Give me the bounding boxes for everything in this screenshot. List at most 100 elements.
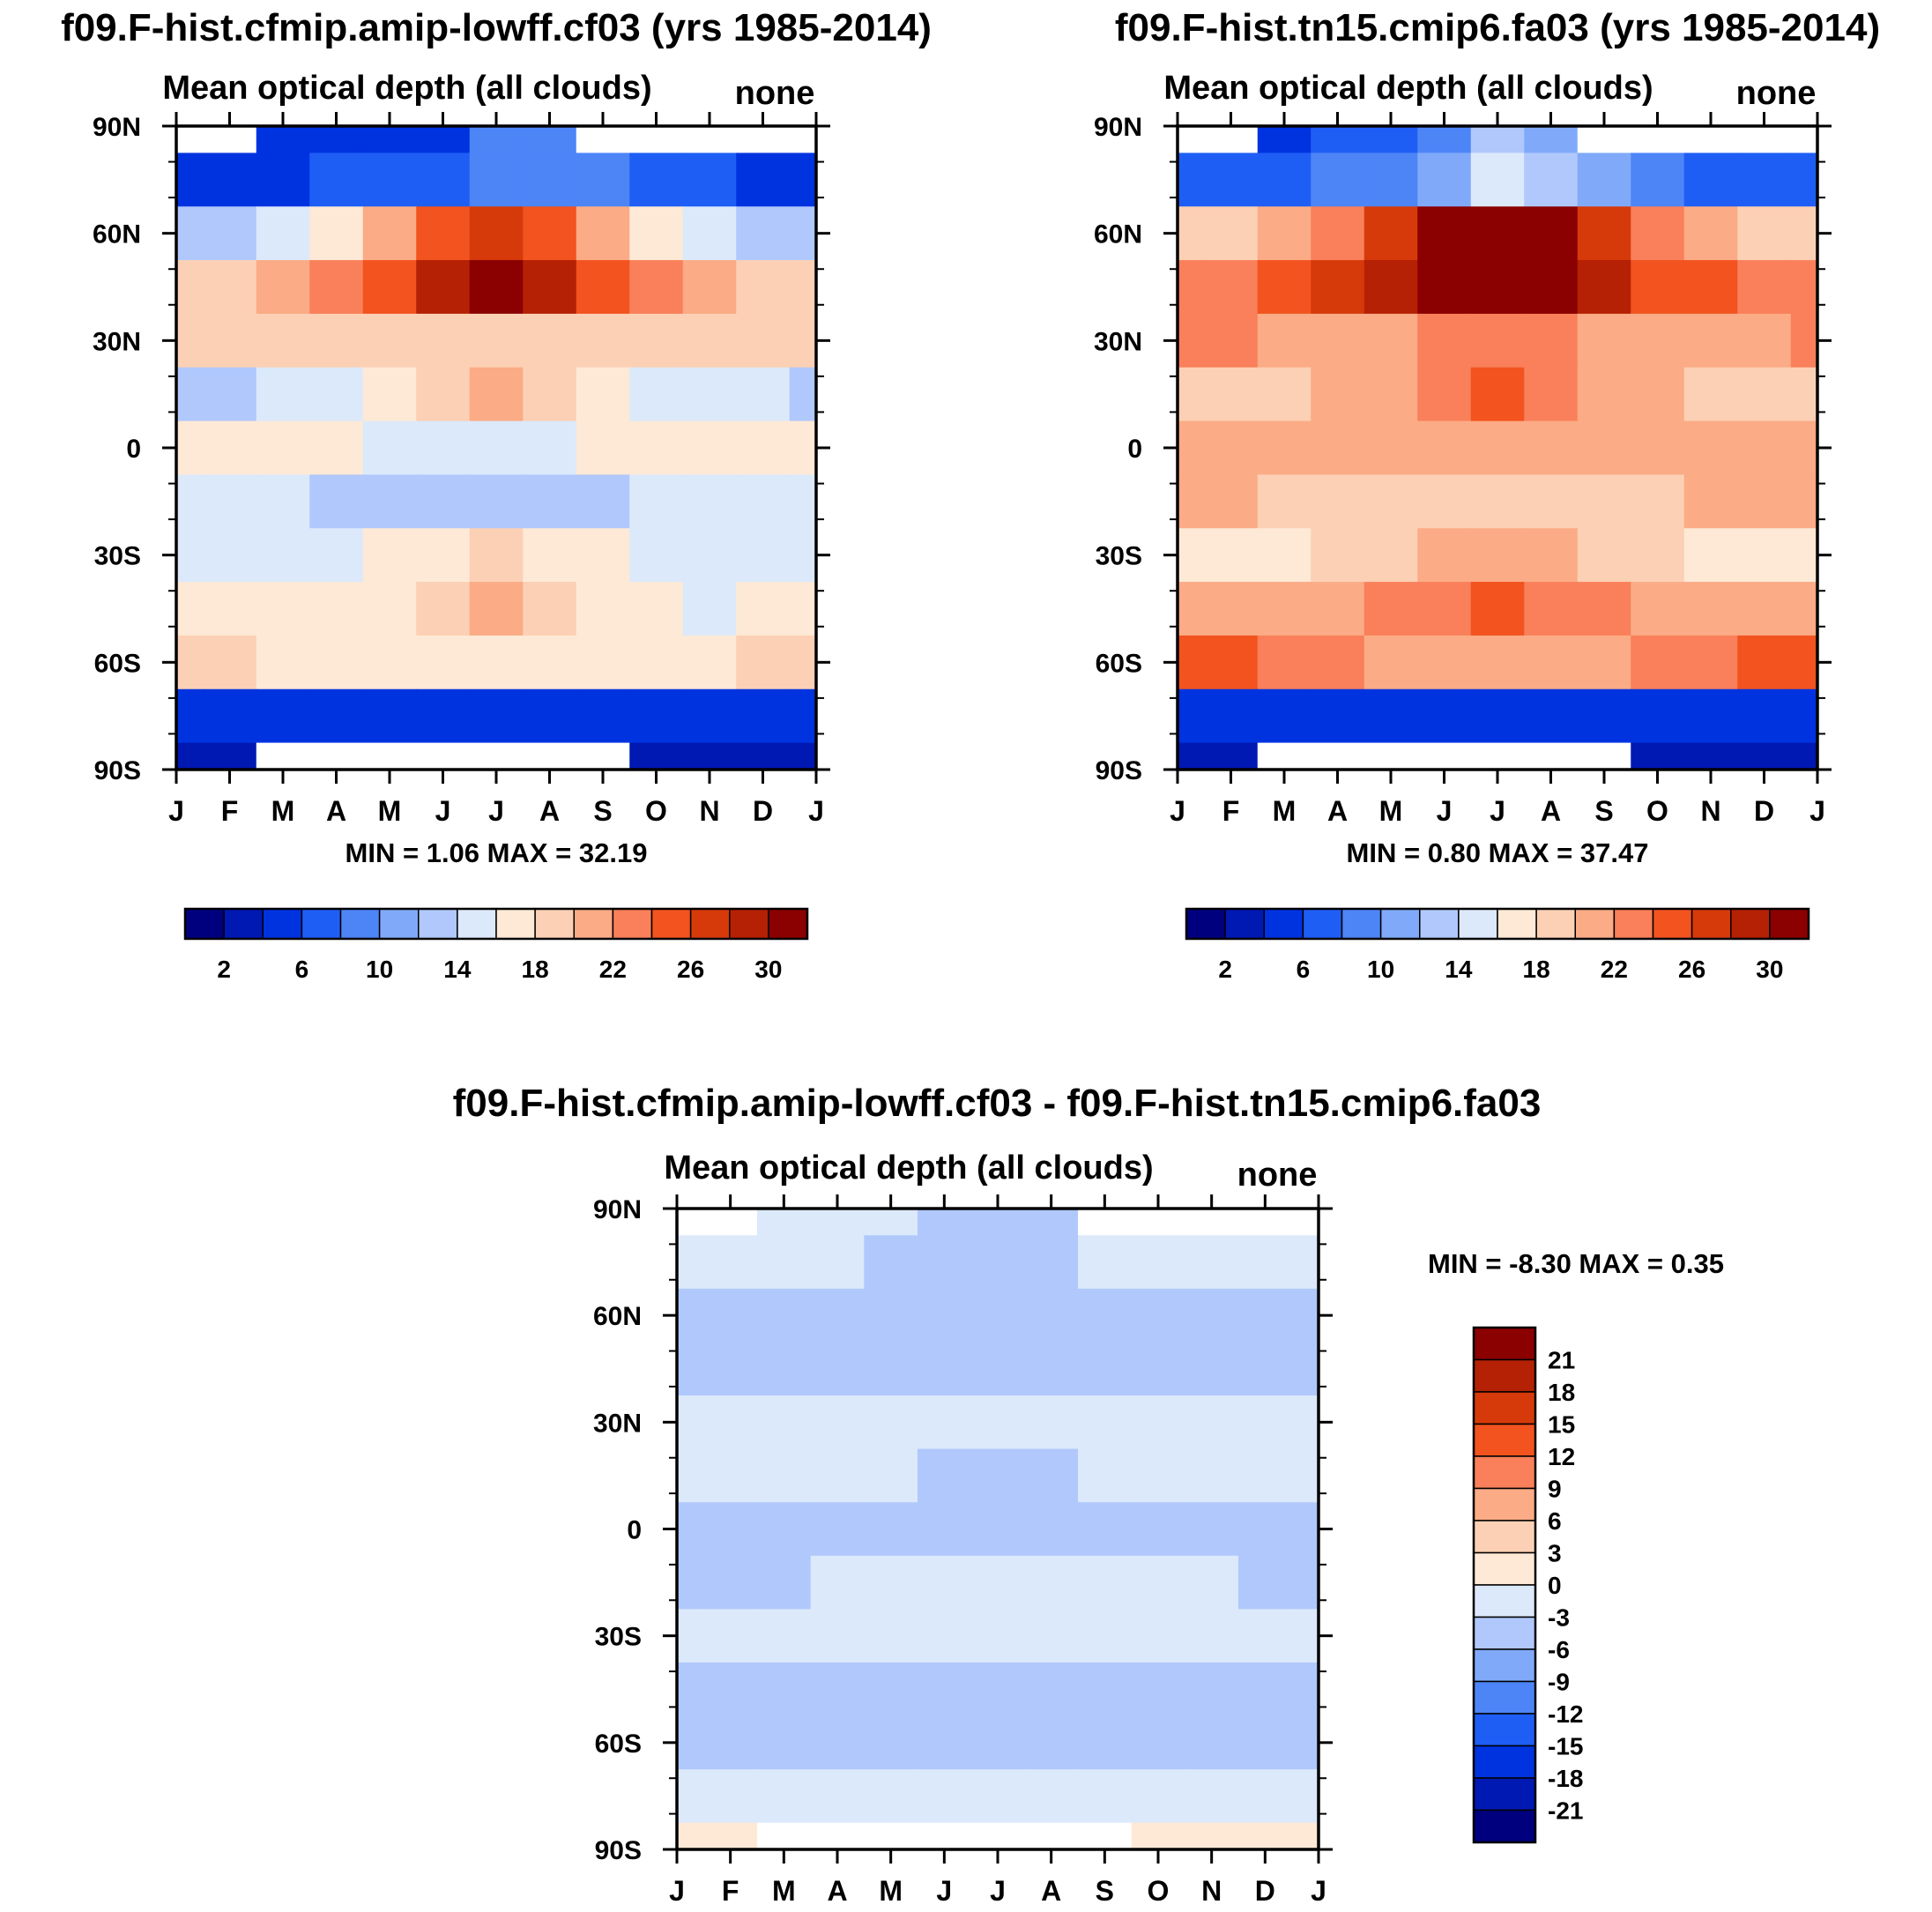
contour-cell xyxy=(1178,635,1205,690)
contour-cell xyxy=(1078,1769,1133,1824)
contour-cell xyxy=(309,742,364,770)
contour-cell xyxy=(1311,260,1365,315)
contour-cell xyxy=(362,528,417,583)
contour-cell xyxy=(703,1555,758,1610)
contour-cell xyxy=(970,1342,1025,1396)
contour-cell xyxy=(309,635,364,690)
contour-cell xyxy=(1577,635,1631,690)
colorbar-label: 18 xyxy=(1548,1379,1575,1406)
contour-cell xyxy=(1364,153,1418,207)
contour-cell xyxy=(1790,313,1817,368)
contour-cell xyxy=(1178,126,1205,154)
contour-cell xyxy=(677,1769,704,1824)
contour-cell xyxy=(677,1715,704,1770)
contour-cell xyxy=(1470,688,1525,744)
contour-cell xyxy=(918,1609,972,1663)
contour-cell xyxy=(677,1395,704,1450)
contour-cell xyxy=(682,153,737,207)
contour-cell xyxy=(810,1769,865,1824)
colorbar-swatch xyxy=(1473,1423,1536,1457)
y-tick-label: 30S xyxy=(1096,542,1142,571)
contour-cell xyxy=(1631,635,1685,690)
contour-cell xyxy=(1364,635,1418,690)
contour-cell xyxy=(1178,260,1205,315)
contour-cell xyxy=(1291,1609,1319,1663)
contour-cell xyxy=(629,528,684,583)
colorbar: 2 6 10 14 18 22 26 30 xyxy=(183,907,809,983)
contour-cell xyxy=(576,153,630,207)
colorbar-swatch xyxy=(1473,1648,1536,1683)
contour-cell xyxy=(1631,153,1685,207)
contour-cell xyxy=(203,313,257,368)
contour-cell xyxy=(1524,313,1579,368)
contour-cell xyxy=(576,742,630,770)
contour-cell xyxy=(203,260,257,315)
contour-cell xyxy=(864,1342,918,1396)
contour-cell xyxy=(1683,126,1738,154)
contour-cell xyxy=(1178,742,1205,770)
contour-cell xyxy=(677,1448,704,1503)
contour-cell xyxy=(309,528,364,583)
contour-cell xyxy=(918,1342,972,1396)
contour-cell xyxy=(469,260,524,315)
colorbar-swatch xyxy=(1224,908,1265,940)
contour-cell xyxy=(1790,635,1817,690)
contour-cell xyxy=(736,420,791,476)
contour-cell xyxy=(1131,1769,1185,1824)
contour-cell xyxy=(469,206,524,261)
contour-cell xyxy=(1185,1715,1239,1770)
contour-cell xyxy=(1631,528,1685,583)
x-tick-label: J xyxy=(808,795,824,827)
contour-cell xyxy=(1364,313,1418,368)
contour-cell xyxy=(736,313,791,368)
contour-cell xyxy=(864,1288,918,1343)
contour-cell xyxy=(1204,474,1259,529)
contour-cell xyxy=(810,1342,865,1396)
contour-cell xyxy=(918,1715,972,1770)
contour-cell xyxy=(176,474,204,529)
y-tick-label: 0 xyxy=(1127,435,1142,464)
contour-cell xyxy=(1311,688,1365,744)
contour-cell xyxy=(970,1715,1025,1770)
contour-cell xyxy=(1577,260,1631,315)
y-tick-label: 90S xyxy=(94,756,141,785)
contour-cell xyxy=(1185,1662,1239,1717)
contour-cell xyxy=(682,206,737,261)
contour-cell xyxy=(1790,582,1817,636)
contour-field xyxy=(1178,126,1817,770)
contour-cell xyxy=(1364,742,1418,770)
contour-cell xyxy=(918,1555,972,1610)
contour-cell xyxy=(1364,582,1418,636)
contour-cell xyxy=(469,474,524,529)
contour-cell xyxy=(1078,1609,1133,1663)
contour-cell xyxy=(629,206,684,261)
contour-cell xyxy=(523,528,577,583)
contour-cell xyxy=(362,313,417,368)
contour-cell xyxy=(918,1209,972,1236)
contour-cell xyxy=(1683,153,1738,207)
colorbar-swatch xyxy=(1613,908,1654,940)
contour-cell xyxy=(1470,420,1525,476)
contour-cell xyxy=(757,1609,812,1663)
contour-cell xyxy=(1257,206,1312,261)
contour-cell xyxy=(203,582,257,636)
x-tick-label: F xyxy=(722,1875,739,1907)
contour-cell xyxy=(703,1209,758,1236)
contour-cell xyxy=(970,1502,1025,1557)
contour-cell xyxy=(1631,582,1685,636)
colorbar-label: 22 xyxy=(599,956,627,983)
contour-cell xyxy=(1024,1342,1079,1396)
contour-cell xyxy=(362,582,417,636)
contour-cell xyxy=(1311,126,1365,154)
contour-cell xyxy=(1185,1609,1239,1663)
colorbar-swatch xyxy=(1302,908,1343,940)
contour-cell xyxy=(203,742,257,770)
contour-cell xyxy=(1683,367,1738,422)
contour-cell xyxy=(789,688,816,744)
contour-cell xyxy=(629,153,684,207)
contour-cell xyxy=(682,474,737,529)
contour-cell xyxy=(677,1609,704,1663)
contour-cell xyxy=(576,126,630,154)
contour-cell xyxy=(1178,688,1205,744)
contour-cell xyxy=(1417,206,1472,261)
